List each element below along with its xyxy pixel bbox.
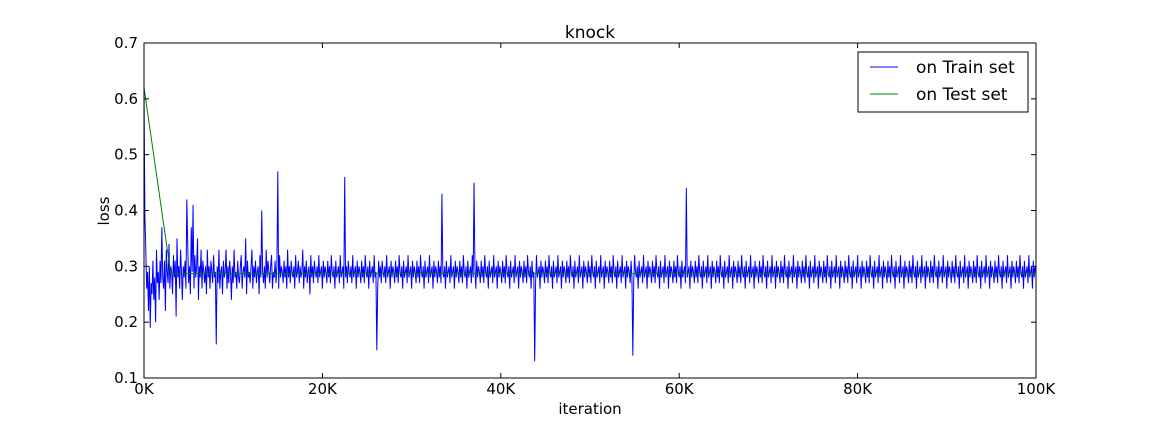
x-tick-label: 80K [843, 380, 873, 398]
x-axis-ticks: 0K 20K 40K 60K 80K 100K [134, 43, 1056, 398]
series-line-train [143, 87, 1037, 362]
y-axis-title: loss [95, 196, 113, 225]
legend-box [857, 51, 1029, 113]
x-tick-label: 20K [308, 380, 338, 398]
y-tick-label: 0.7 [114, 34, 138, 52]
y-tick-label: 0.6 [114, 90, 138, 108]
y-tick-label: 0.5 [114, 146, 138, 164]
y-tick-label: 0.3 [114, 257, 138, 275]
legend: on Train set on Test set [857, 51, 1029, 113]
series-line-test [143, 87, 1036, 275]
x-axis-title: iteration [558, 400, 621, 418]
y-tick-label: 0.1 [114, 369, 138, 387]
y-axis-ticks: 0.1 0.2 0.3 0.4 0.5 0.6 0.7 [114, 34, 1036, 387]
x-tick-label: 100K [1017, 380, 1057, 398]
legend-label-train: on Train set [916, 58, 1015, 78]
series-layer [143, 87, 1037, 362]
chart-title: knock [565, 23, 615, 43]
y-tick-label: 0.2 [114, 313, 138, 331]
x-tick-label: 60K [665, 380, 695, 398]
x-tick-label: 0K [134, 380, 155, 398]
legend-label-test: on Test set [916, 85, 1008, 105]
x-tick-label: 40K [486, 380, 516, 398]
y-tick-label: 0.4 [114, 202, 138, 220]
